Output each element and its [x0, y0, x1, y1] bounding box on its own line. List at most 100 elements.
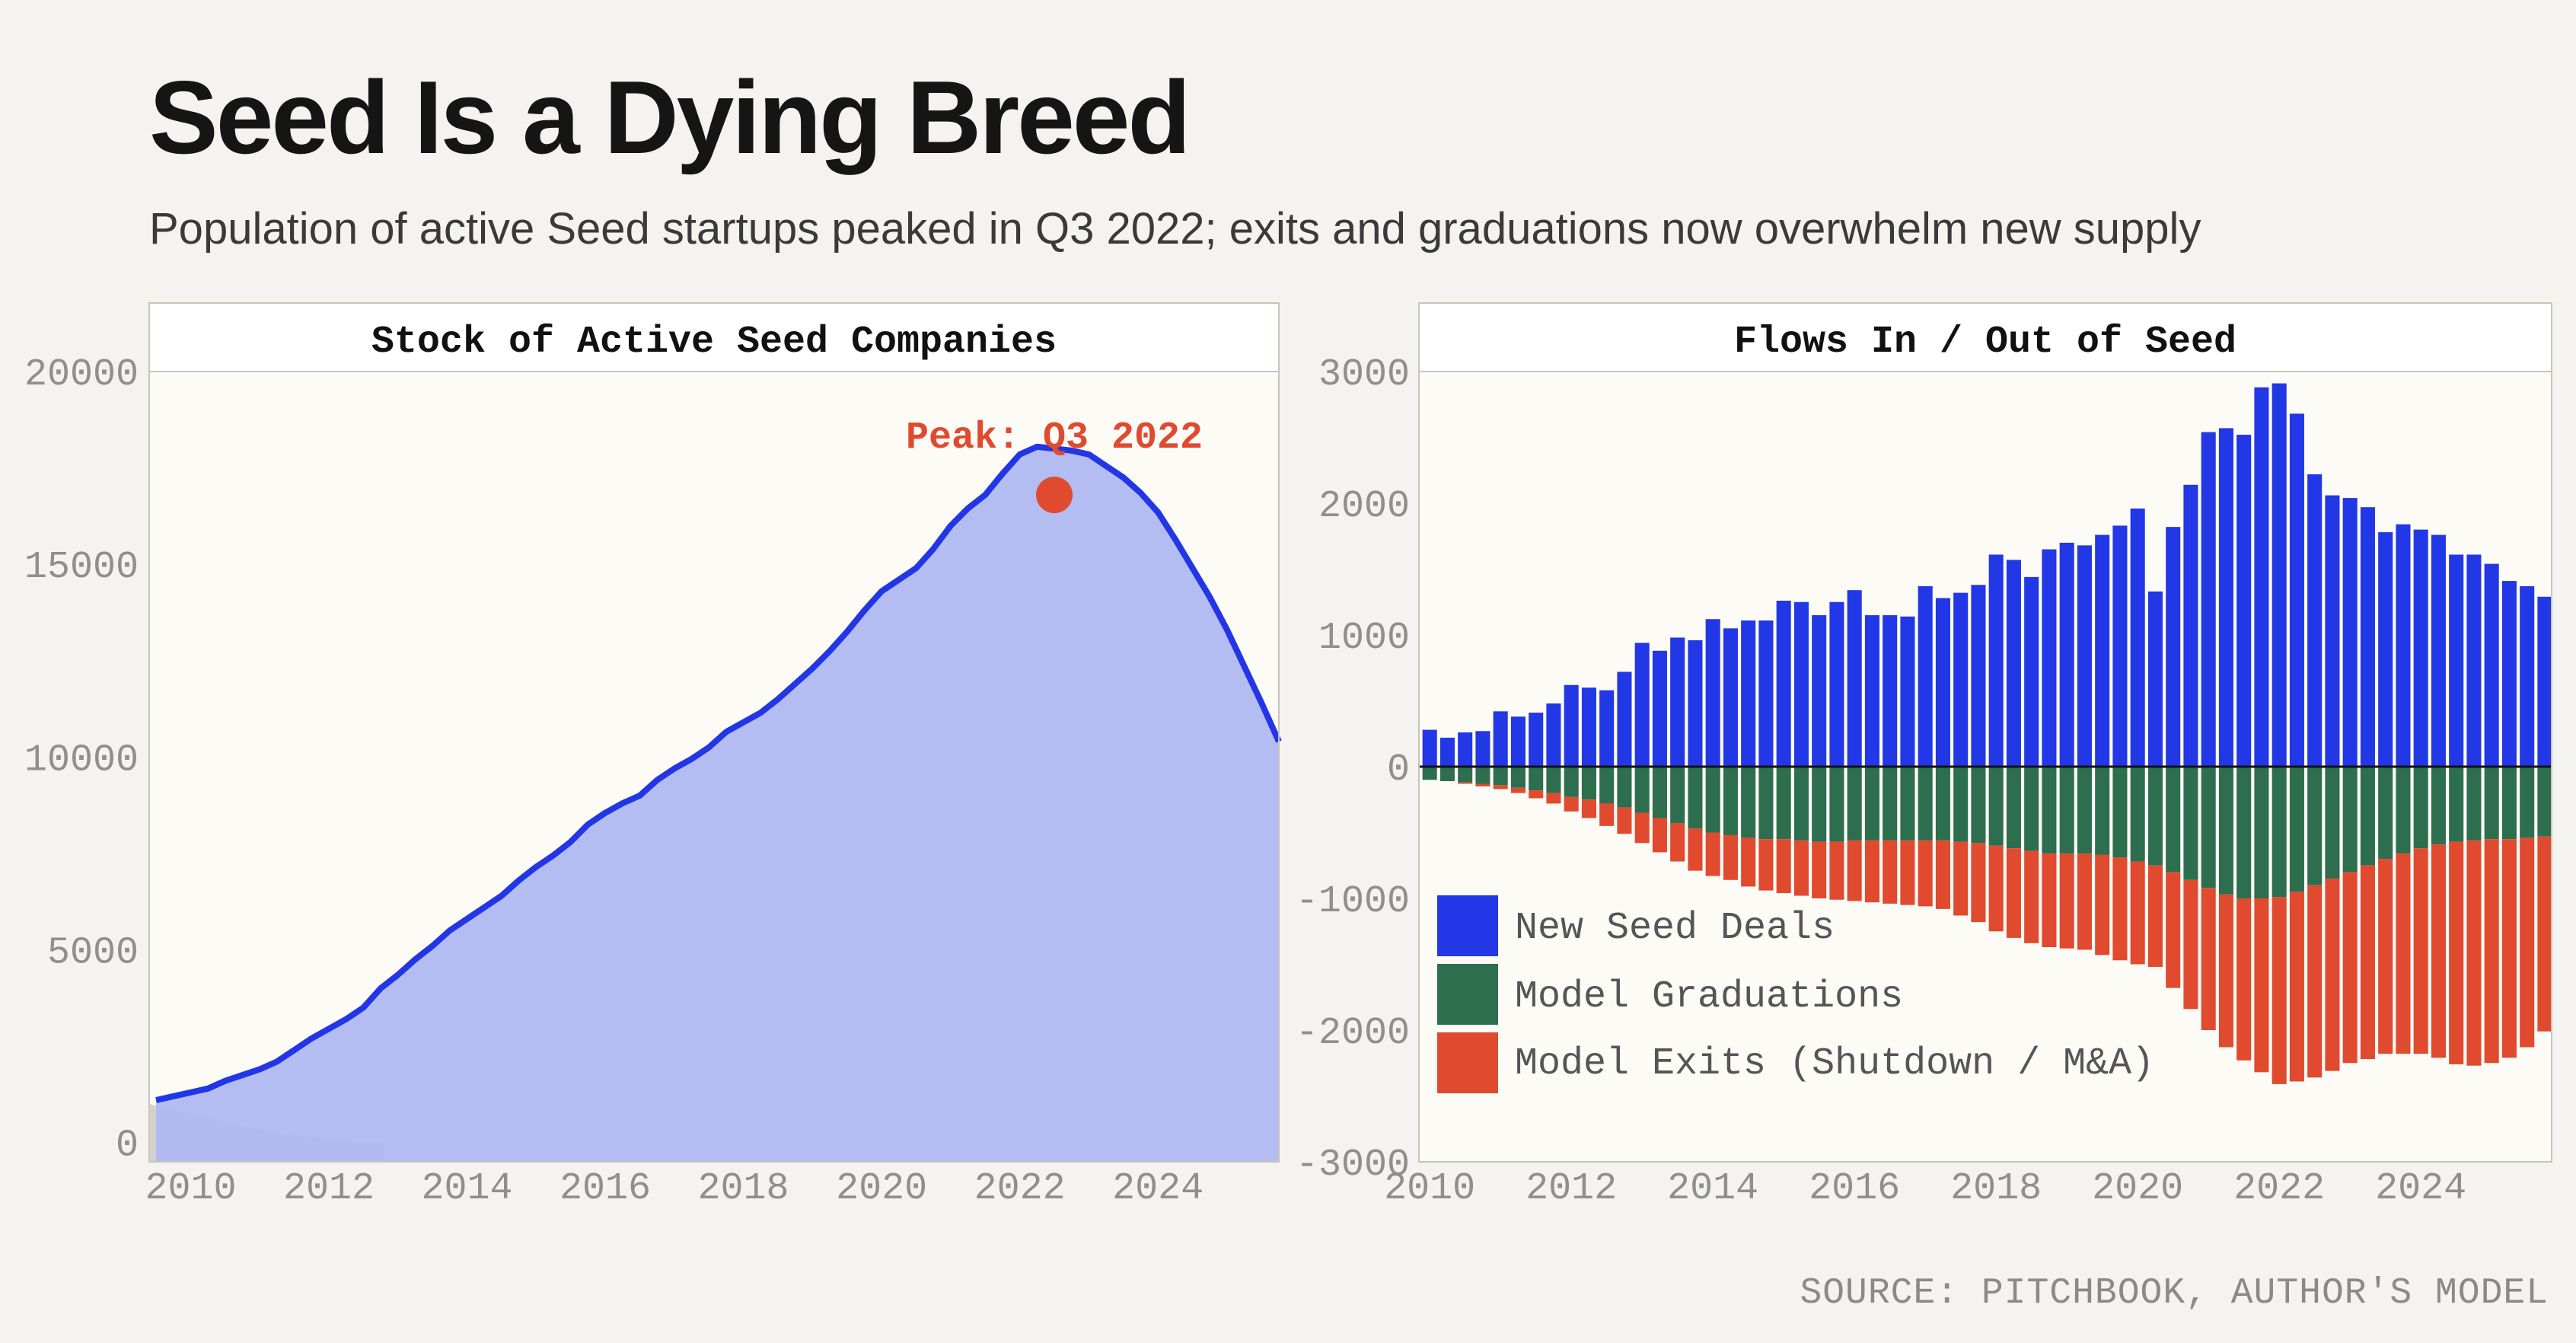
bar-exit	[1617, 807, 1632, 834]
bar-graduation	[2183, 767, 2198, 880]
bar-graduation	[1883, 767, 1898, 841]
bar-graduation	[1634, 767, 1650, 813]
bar-exit	[2006, 848, 2021, 938]
bar-graduation	[1741, 767, 1756, 838]
bar-exit	[1652, 818, 1667, 853]
flows-panel: Flows In / Out of Seed -3000 -2000 -1000 0 1…	[1296, 302, 2552, 1211]
bar-exit	[2520, 837, 2535, 1048]
flows-x-tick: 2024	[2375, 1167, 2466, 1211]
bar-exit	[1971, 843, 1986, 923]
bar-new-deal	[1422, 729, 1437, 767]
bar-graduation	[1829, 767, 1844, 842]
bar-exit	[1599, 803, 1615, 826]
bar-graduation	[2431, 767, 2446, 845]
bar-exit	[1900, 840, 1915, 905]
bar-graduation	[2059, 767, 2074, 854]
bar-graduation	[2289, 767, 2304, 892]
bar-new-deal	[1510, 716, 1526, 767]
bar-exit	[2342, 872, 2358, 1064]
bar-new-deal	[1776, 601, 1791, 767]
bar-exit	[2183, 879, 2198, 1010]
bar-graduation	[1847, 767, 1862, 841]
bar-graduation	[2218, 767, 2233, 895]
bar-exit	[1883, 840, 1898, 904]
bar-graduation	[2520, 767, 2535, 838]
bar-exit	[2431, 844, 2446, 1058]
bar-graduation	[2413, 767, 2428, 849]
stock-panel-header	[148, 302, 1280, 372]
bar-exit	[2059, 853, 2074, 949]
bar-new-deal	[1529, 713, 1544, 767]
bar-new-deal	[1705, 619, 1720, 767]
bar-exit	[1829, 841, 1844, 900]
bar-exit	[1670, 823, 1685, 862]
bar-new-deal	[1634, 643, 1650, 767]
bar-exit	[2218, 894, 2233, 1048]
bar-graduation	[2272, 767, 2287, 898]
bar-graduation	[2112, 767, 2128, 858]
bar-exit	[2147, 865, 2163, 967]
bar-exit	[2396, 853, 2411, 1054]
bar-new-deal	[2501, 581, 2517, 767]
bar-exit	[1776, 839, 1791, 894]
stock-x-tick: 2018	[698, 1167, 789, 1211]
legend-swatch-exits	[1437, 1032, 1498, 1093]
bar-new-deal	[2112, 525, 2128, 767]
bar-graduation	[1688, 767, 1703, 829]
bar-exit	[1758, 839, 1774, 891]
bar-exit	[1581, 799, 1596, 818]
bar-graduation	[2342, 767, 2358, 872]
bar-new-deal	[2130, 508, 2145, 767]
bar-exit	[1741, 837, 1756, 887]
bar-exit	[1529, 790, 1544, 799]
peak-marker	[1036, 477, 1073, 514]
bar-new-deal	[2325, 495, 2340, 767]
flows-y-tick: -1000	[1296, 880, 1410, 924]
flows-plot-area	[1422, 383, 2552, 1084]
bar-exit	[1564, 796, 1579, 812]
bar-graduation	[2166, 767, 2181, 872]
bar-new-deal	[1793, 601, 1809, 767]
bar-exit	[1475, 783, 1490, 786]
stock-x-tick: 2012	[283, 1167, 375, 1211]
bar-exit	[1493, 785, 1508, 790]
stock-y-tick: 5000	[47, 932, 139, 975]
bar-new-deal	[2307, 474, 2323, 767]
bar-exit	[2254, 898, 2269, 1073]
bar-new-deal	[1918, 585, 1933, 767]
bar-new-deal	[1546, 703, 1561, 767]
bar-new-deal	[1599, 690, 1615, 767]
bar-graduation	[1953, 767, 1969, 842]
bar-new-deal	[1812, 615, 1827, 767]
bar-graduation	[1422, 767, 1437, 780]
bar-exit	[1918, 840, 1933, 907]
bar-graduation	[1812, 767, 1827, 842]
bar-graduation	[2254, 767, 2269, 898]
bar-new-deal	[1458, 732, 1473, 767]
bar-new-deal	[2431, 534, 2446, 767]
flows-x-tick: 2012	[1526, 1167, 1617, 1211]
bar-graduation	[1652, 767, 1667, 818]
bar-exit	[1546, 793, 1561, 804]
bar-new-deal	[1670, 637, 1685, 767]
bar-graduation	[2378, 767, 2393, 860]
bar-new-deal	[1688, 640, 1703, 767]
flows-y-tick: 1000	[1318, 617, 1410, 660]
stock-x-axis: 2010 2012 2014 2016 2018 2020 2022 2024	[145, 1167, 1204, 1211]
stock-x-tick: 2010	[145, 1167, 236, 1211]
bar-graduation	[2201, 767, 2216, 888]
bar-new-deal	[2254, 387, 2269, 767]
bar-exit	[1723, 834, 1738, 880]
bar-graduation	[2449, 767, 2464, 842]
bar-exit	[2024, 850, 2039, 943]
bar-new-deal	[1971, 585, 1986, 767]
bar-graduation	[2307, 767, 2323, 885]
bar-new-deal	[1864, 615, 1879, 767]
bar-exit	[1705, 832, 1720, 876]
flows-y-tick: 2000	[1318, 485, 1410, 528]
bar-exit	[2272, 897, 2287, 1084]
legend-label-new-deals: New Seed Deals	[1515, 907, 1835, 950]
bar-new-deal	[1439, 737, 1455, 767]
bar-graduation	[1564, 767, 1579, 797]
